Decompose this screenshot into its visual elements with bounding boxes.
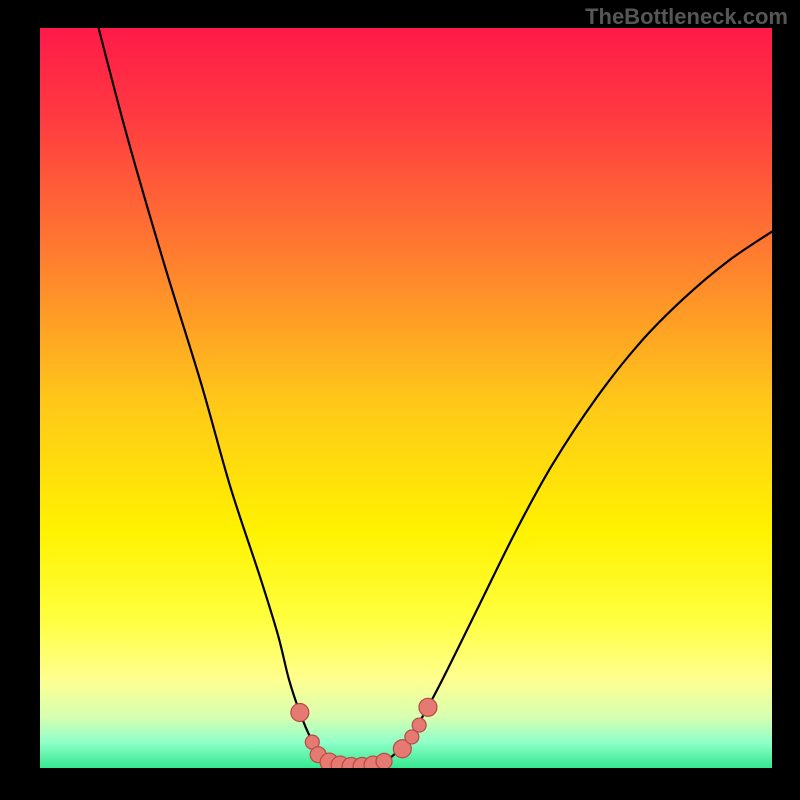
data-marker bbox=[291, 704, 309, 722]
data-marker bbox=[419, 698, 437, 716]
chart-svg bbox=[40, 28, 772, 768]
bottleneck-chart bbox=[40, 28, 772, 768]
data-marker bbox=[412, 718, 426, 732]
data-marker bbox=[376, 753, 392, 768]
chart-background bbox=[40, 28, 772, 768]
watermark-text: TheBottleneck.com bbox=[585, 4, 788, 30]
